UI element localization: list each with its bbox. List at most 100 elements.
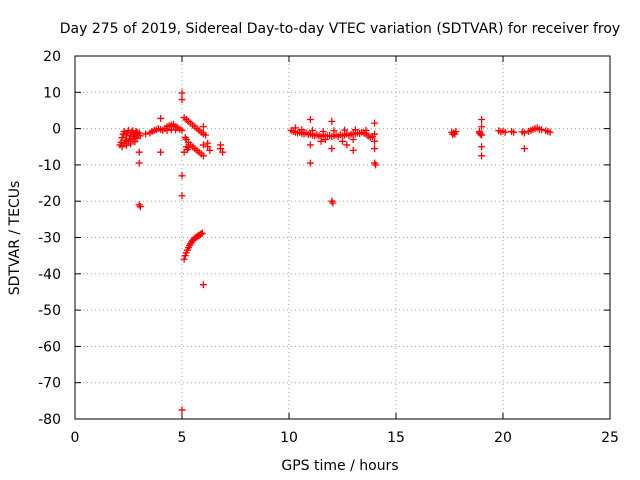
chart-title: Day 275 of 2019, Sidereal Day-to-day VTE… [60, 21, 620, 37]
data-point [206, 146, 214, 154]
data-point [520, 129, 528, 137]
data-point [306, 116, 314, 124]
y-tick-labels: 20 10 0 -10 -20 -30 -40 -50 -60 -70 -80 [38, 49, 61, 428]
data-point [126, 135, 134, 143]
x-tick-label: 10 [280, 430, 298, 446]
data-point [349, 146, 357, 154]
x-tick-label: 5 [178, 430, 187, 446]
data-point [122, 141, 130, 149]
data-point [199, 123, 207, 131]
data-point [546, 128, 554, 136]
data-point [172, 126, 180, 134]
data-point [178, 126, 186, 134]
data-point [180, 148, 188, 156]
y-tick-label: 20 [43, 49, 61, 65]
x-tick-labels: 0 5 10 15 20 25 [71, 430, 619, 446]
data-points [116, 89, 554, 414]
data-point [157, 114, 165, 122]
x-tick-label: 15 [387, 430, 405, 446]
data-point [178, 406, 186, 414]
data-point [351, 126, 359, 134]
data-point [169, 120, 177, 128]
y-axis-label: SDTVAR / TECUs [7, 181, 23, 296]
data-point [197, 230, 205, 238]
data-point [328, 145, 336, 153]
y-tick-label: -70 [38, 376, 61, 392]
data-point [131, 138, 139, 146]
data-point [309, 126, 317, 134]
data-point [178, 89, 186, 97]
y-tick-label: 10 [43, 85, 61, 101]
data-point [133, 128, 141, 136]
data-point [371, 130, 379, 138]
x-axis-label: GPS time / hours [281, 458, 398, 474]
data-point [329, 199, 337, 207]
y-tick-label: -10 [38, 158, 61, 174]
data-point [501, 128, 509, 136]
data-point [163, 126, 171, 134]
data-point [298, 126, 306, 134]
data-point [371, 119, 379, 127]
y-tick-label: -30 [38, 231, 61, 247]
data-point [343, 141, 351, 149]
x-tick-label: 0 [71, 430, 80, 446]
data-point [204, 139, 212, 147]
data-point [538, 126, 546, 134]
data-point [180, 255, 188, 263]
data-point [341, 126, 349, 134]
data-point [371, 137, 379, 145]
data-point [451, 130, 459, 138]
data-point [362, 126, 370, 134]
data-point [136, 132, 144, 140]
data-point [321, 135, 329, 143]
data-point [306, 159, 314, 167]
data-point [135, 148, 143, 156]
y-tick-label: -50 [38, 303, 61, 319]
data-point [127, 140, 135, 148]
data-point [129, 127, 137, 135]
data-point [510, 128, 518, 136]
data-point [199, 152, 207, 160]
data-point [291, 124, 299, 132]
data-point [372, 161, 380, 169]
data-point [202, 131, 210, 139]
y-tick-label: 0 [52, 122, 61, 138]
data-point [142, 130, 150, 138]
data-point [317, 137, 325, 145]
axis-ticks [74, 55, 611, 420]
data-point [478, 152, 486, 160]
data-point [121, 136, 129, 144]
y-tick-label: -60 [38, 339, 61, 355]
data-point [118, 143, 126, 151]
data-point [475, 129, 483, 137]
data-point [478, 116, 486, 124]
data-point [135, 159, 143, 167]
data-point [371, 145, 379, 153]
data-point [478, 143, 486, 151]
y-tick-label: -40 [38, 267, 61, 283]
data-point [349, 135, 357, 143]
data-point [478, 123, 486, 131]
data-point [178, 172, 186, 180]
data-point [217, 145, 225, 153]
data-point [328, 117, 336, 125]
data-point [219, 148, 227, 156]
data-point [339, 137, 346, 145]
data-point [178, 192, 186, 200]
data-point [136, 203, 144, 211]
data-point [520, 145, 528, 153]
x-tick-label: 25 [601, 430, 619, 446]
data-point [330, 127, 338, 135]
data-point [181, 134, 189, 142]
data-point [477, 130, 485, 138]
data-point [199, 141, 207, 149]
data-point [199, 281, 207, 289]
data-point [117, 138, 125, 146]
y-tick-label: -20 [38, 194, 61, 210]
data-point [178, 96, 186, 104]
data-point [184, 143, 192, 151]
data-point [120, 128, 128, 136]
y-tick-label: -80 [38, 412, 61, 428]
data-point [132, 128, 140, 136]
